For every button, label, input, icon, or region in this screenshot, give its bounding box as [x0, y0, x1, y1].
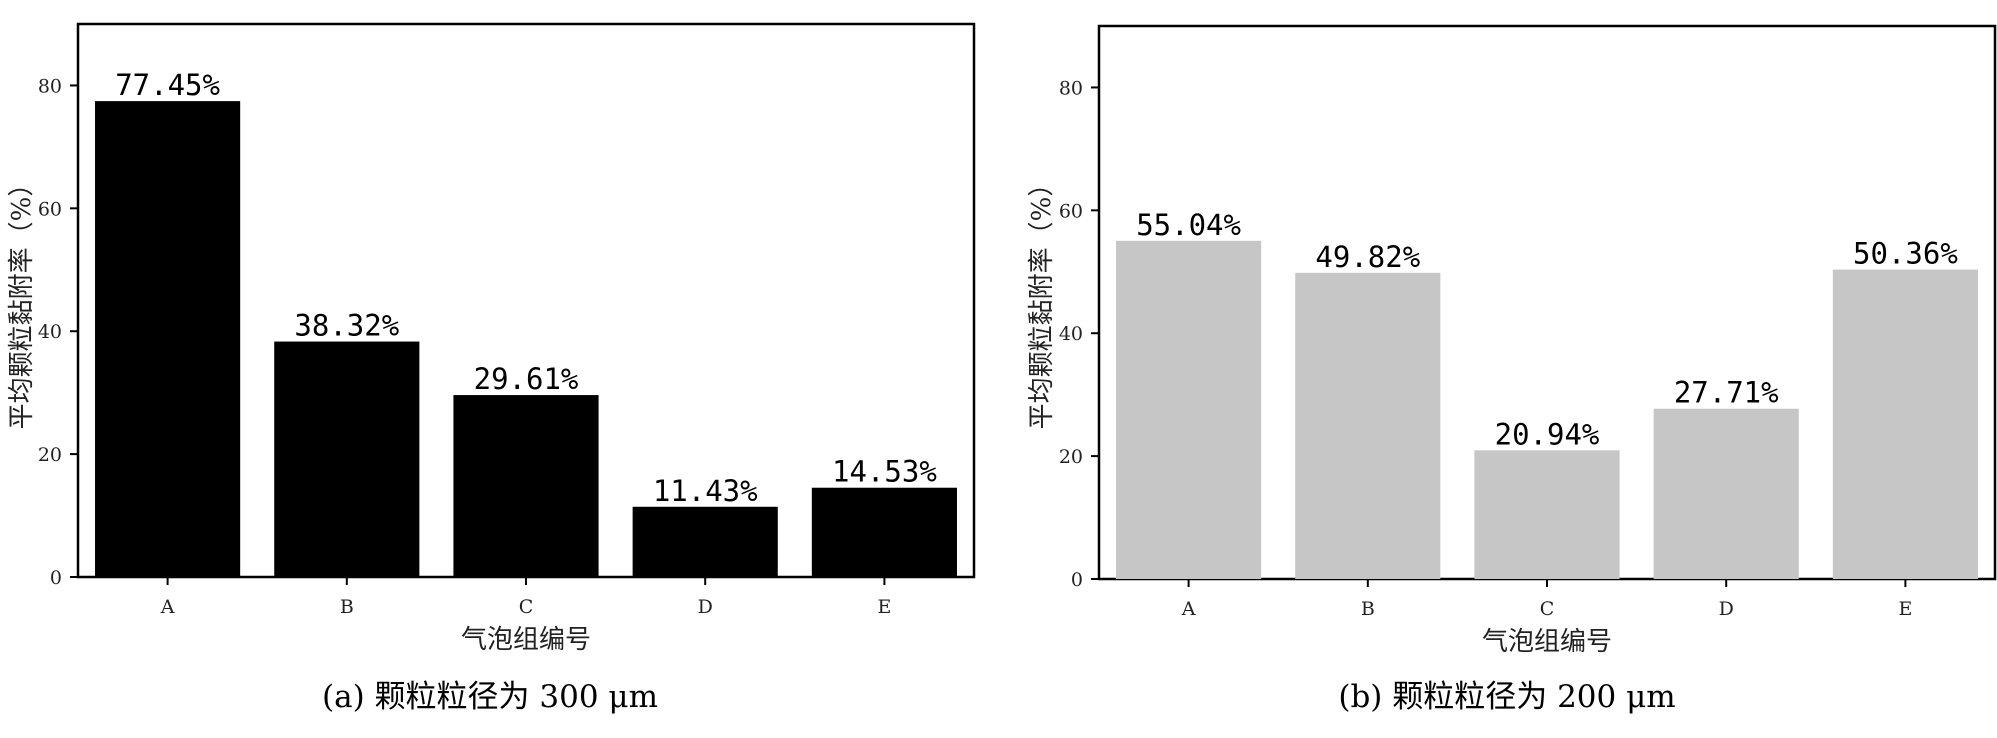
bar-a-D — [632, 506, 778, 577]
bar-b-E — [1832, 269, 1978, 579]
y-tick-label-a: 40 — [38, 321, 62, 343]
y-tick-label-a: 0 — [50, 567, 62, 589]
bar-b-C — [1474, 450, 1620, 579]
data-label-a-E: 14.53% — [832, 455, 937, 489]
bars-a: 77.45% 38.32% 29.61% 11.43% 14.53% — [95, 68, 957, 577]
bar-a-A — [95, 101, 241, 577]
y-axis-label-b: 平均颗粒黏附率（%） — [1027, 171, 1057, 430]
caption-a: (a) 颗粒粒径为 300 μm — [322, 679, 658, 715]
data-label-a-A: 77.45% — [115, 68, 220, 102]
y-tick-label-a: 20 — [38, 444, 62, 466]
x-tick-label-a-B: B — [340, 596, 354, 618]
data-label-b-A: 55.04% — [1136, 208, 1241, 242]
y-ticks-a: 0 20 40 60 80 — [38, 75, 78, 589]
y-tick-label-a: 80 — [38, 75, 62, 97]
y-tick-label-b: 80 — [1059, 77, 1083, 99]
y-tick-label-b: 60 — [1059, 200, 1083, 222]
data-label-a-B: 38.32% — [294, 309, 399, 343]
chart-a: 0 20 40 60 80 77.45% 38.32% 29.61% 11.43% 14.53%… — [7, 22, 976, 715]
caption-b: (b) 颗粒粒径为 200 μm — [1338, 679, 1675, 715]
x-tick-label-a-C: C — [519, 596, 534, 618]
bar-a-B — [274, 341, 420, 577]
x-tick-label-a-E: E — [877, 596, 891, 618]
x-tick-label-a-D: D — [698, 596, 713, 618]
x-tick-label-b-E: E — [1898, 598, 1912, 620]
y-tick-label-b: 20 — [1059, 446, 1083, 468]
x-tick-label-b-C: C — [1540, 598, 1555, 620]
data-label-a-C: 29.61% — [474, 362, 579, 396]
bars-b: 55.04% 49.82% 20.94% 27.71% 50.36% — [1116, 208, 1978, 579]
x-tick-label-b-B: B — [1361, 598, 1375, 620]
bar-a-E — [811, 487, 957, 577]
x-ticks-a: A B C D E — [160, 577, 891, 618]
y-tick-label-b: 0 — [1071, 569, 1083, 591]
y-ticks-b: 0 20 40 60 80 — [1059, 77, 1099, 591]
x-tick-label-b-A: A — [1181, 598, 1196, 620]
data-label-a-D: 11.43% — [653, 474, 758, 508]
bar-b-D — [1653, 408, 1799, 579]
data-label-b-C: 20.94% — [1495, 417, 1600, 451]
y-tick-label-a: 60 — [38, 198, 62, 220]
bar-b-A — [1116, 240, 1262, 579]
y-tick-label-b: 40 — [1059, 323, 1083, 345]
bar-b-B — [1295, 272, 1441, 579]
x-axis-label-b: 气泡组编号 — [1482, 627, 1612, 657]
x-ticks-b: A B C D E — [1181, 579, 1912, 620]
x-tick-label-a-A: A — [160, 596, 175, 618]
data-label-b-B: 49.82% — [1315, 240, 1420, 274]
x-axis-label-a: 气泡组编号 — [461, 625, 591, 655]
data-label-b-E: 50.36% — [1853, 237, 1958, 271]
x-tick-label-b-D: D — [1719, 598, 1734, 620]
bar-a-C — [453, 395, 599, 577]
data-label-b-D: 27.71% — [1674, 376, 1779, 410]
chart-b: 0 20 40 60 80 55.04% 49.82% 20.94% 27.71% 50.36%… — [1027, 24, 1997, 715]
y-axis-label-a: 平均颗粒黏附率（%） — [7, 171, 37, 430]
